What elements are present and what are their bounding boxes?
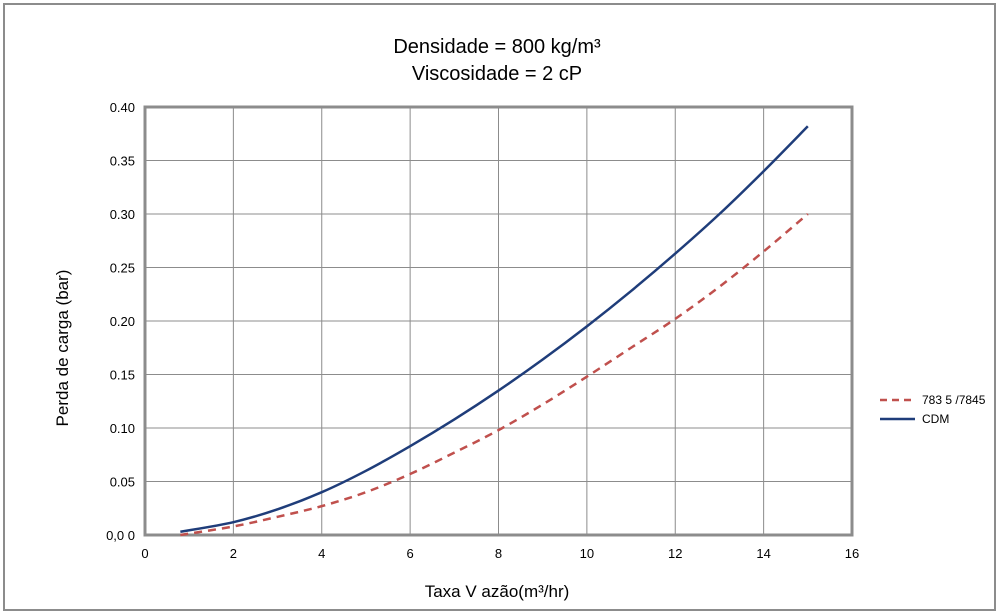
chart-frame — [3, 3, 996, 611]
x-tick-label: 16 — [845, 546, 859, 561]
tick-labels: 0 2 4 6 8 10 12 14 16 0,0 0 0.05 0.10 0.15 0.20 0.25 0.… — [106, 100, 859, 561]
x-tick-label: 12 — [668, 546, 682, 561]
y-tick-label: 0.05 — [110, 475, 135, 490]
x-tick-label: 6 — [407, 546, 414, 561]
y-tick-label: 0.15 — [110, 368, 135, 383]
y-axis-label: Perda de carga (bar) — [53, 270, 72, 427]
x-tick-label: 8 — [495, 546, 502, 561]
legend-label: CDM — [922, 412, 949, 426]
y-tick-label: 0.40 — [110, 100, 135, 115]
legend: 783 5 /7845 CDM — [880, 393, 986, 426]
grid — [144, 106, 853, 536]
series-layer — [180, 125, 809, 537]
x-tick-label: 0 — [141, 546, 148, 561]
y-tick-label: 0.25 — [110, 261, 135, 276]
x-tick-label: 2 — [230, 546, 237, 561]
chart-title-line-2: Viscosidade = 2 cP — [412, 63, 582, 85]
x-tick-label: 14 — [756, 546, 770, 561]
legend-label: 783 5 /7845 — [922, 393, 986, 407]
y-tick-label: 0.20 — [110, 314, 135, 329]
y-tick-label: 0.30 — [110, 207, 135, 222]
plot-area — [143, 105, 854, 537]
series-line-1 — [180, 213, 809, 537]
x-axis-label: Taxa V azão(m³/hr) — [425, 582, 570, 601]
x-tick-label: 4 — [318, 546, 325, 561]
chart-title-line-1: Densidade = 800 kg/m³ — [393, 36, 601, 58]
x-tick-label: 10 — [580, 546, 594, 561]
y-tick-label: 0.35 — [110, 154, 135, 169]
series-line-2 — [180, 125, 809, 534]
y-tick-label: 0.10 — [110, 421, 135, 436]
y-tick-label: 0,0 0 — [106, 528, 135, 543]
